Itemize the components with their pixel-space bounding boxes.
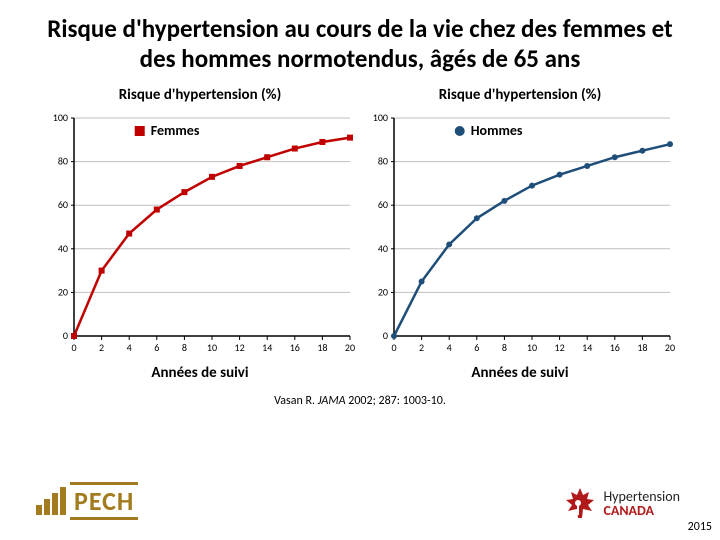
- svg-text:4: 4: [447, 341, 452, 354]
- plot-femmes: 0 20 40 60 80 100 0 2 4 6 8 10 12 14 16 18 20 Femmes: [40, 110, 360, 360]
- svg-text:18: 18: [317, 341, 327, 354]
- svg-text:100: 100: [53, 111, 68, 124]
- svg-text:14: 14: [582, 341, 592, 354]
- svg-text:14: 14: [262, 341, 272, 354]
- svg-text:60: 60: [58, 198, 68, 211]
- svg-text:6: 6: [154, 341, 159, 354]
- citation-author: Vasan R.: [274, 394, 315, 408]
- svg-text:8: 8: [502, 341, 507, 354]
- year-label: 2015: [688, 520, 712, 534]
- charts-row: Risque d'hypertension (%) 02040608010002…: [0, 80, 720, 382]
- chart-femmes: Risque d'hypertension (%) 0 20 40 60 80 100 0 2…: [40, 86, 360, 382]
- svg-text:80: 80: [58, 155, 68, 168]
- svg-text:16: 16: [290, 341, 300, 354]
- svg-text:8: 8: [182, 341, 187, 354]
- svg-text:20: 20: [665, 341, 675, 354]
- svg-text:40: 40: [378, 242, 388, 255]
- chart-hommes: Risque d'hypertension (%) 0 20 40 60 80 100 0 2…: [360, 86, 680, 382]
- svg-text:20: 20: [345, 341, 355, 354]
- hypertension-canada-logo: Hypertension CANADA: [565, 486, 680, 522]
- pech-logo-text: PECH: [70, 482, 138, 520]
- svg-text:18: 18: [637, 341, 647, 354]
- svg-text:Femmes: Femmes: [151, 122, 200, 139]
- svg-text:12: 12: [555, 341, 565, 354]
- pech-logo: PECH: [36, 482, 138, 520]
- plot-hommes: 0 20 40 60 80 100 0 2 4 6 8 10 12 14 16 18 20 Hommes: [360, 110, 680, 360]
- citation: Vasan R. JAMA 2002; 287: 1003-10.: [0, 394, 720, 408]
- svg-text:0: 0: [71, 341, 76, 354]
- slide-title: Risque d'hypertension au cours de la vie…: [0, 0, 720, 80]
- svg-text:80: 80: [378, 155, 388, 168]
- hc-logo-line2: CANADA: [603, 504, 680, 518]
- y-axis-title-hommes: Risque d'hypertension (%): [360, 86, 680, 104]
- svg-text:0: 0: [63, 329, 68, 342]
- svg-text:16: 16: [610, 341, 620, 354]
- svg-text:2: 2: [99, 341, 104, 354]
- svg-text:10: 10: [527, 341, 537, 354]
- svg-text:0: 0: [391, 341, 396, 354]
- x-axis-title-hommes: Années de suivi: [360, 364, 680, 382]
- svg-text:20: 20: [58, 285, 68, 298]
- svg-text:2: 2: [419, 341, 424, 354]
- y-axis-title-femmes: Risque d'hypertension (%): [40, 86, 360, 104]
- svg-text:100: 100: [373, 111, 388, 124]
- maple-leaf-icon: [565, 486, 595, 522]
- citation-rest: 2002; 287: 1003-10.: [346, 394, 446, 408]
- x-axis-title-femmes: Années de suivi: [40, 364, 360, 382]
- svg-text:40: 40: [58, 242, 68, 255]
- svg-text:20: 20: [378, 285, 388, 298]
- svg-text:12: 12: [235, 341, 245, 354]
- svg-text:4: 4: [127, 341, 132, 354]
- svg-text:60: 60: [378, 198, 388, 211]
- svg-text:6: 6: [474, 341, 479, 354]
- citation-journal: JAMA: [318, 394, 346, 408]
- svg-text:0: 0: [383, 329, 388, 342]
- svg-text:Hommes: Hommes: [471, 122, 523, 139]
- pech-logo-bars-icon: [36, 487, 66, 515]
- svg-text:10: 10: [207, 341, 217, 354]
